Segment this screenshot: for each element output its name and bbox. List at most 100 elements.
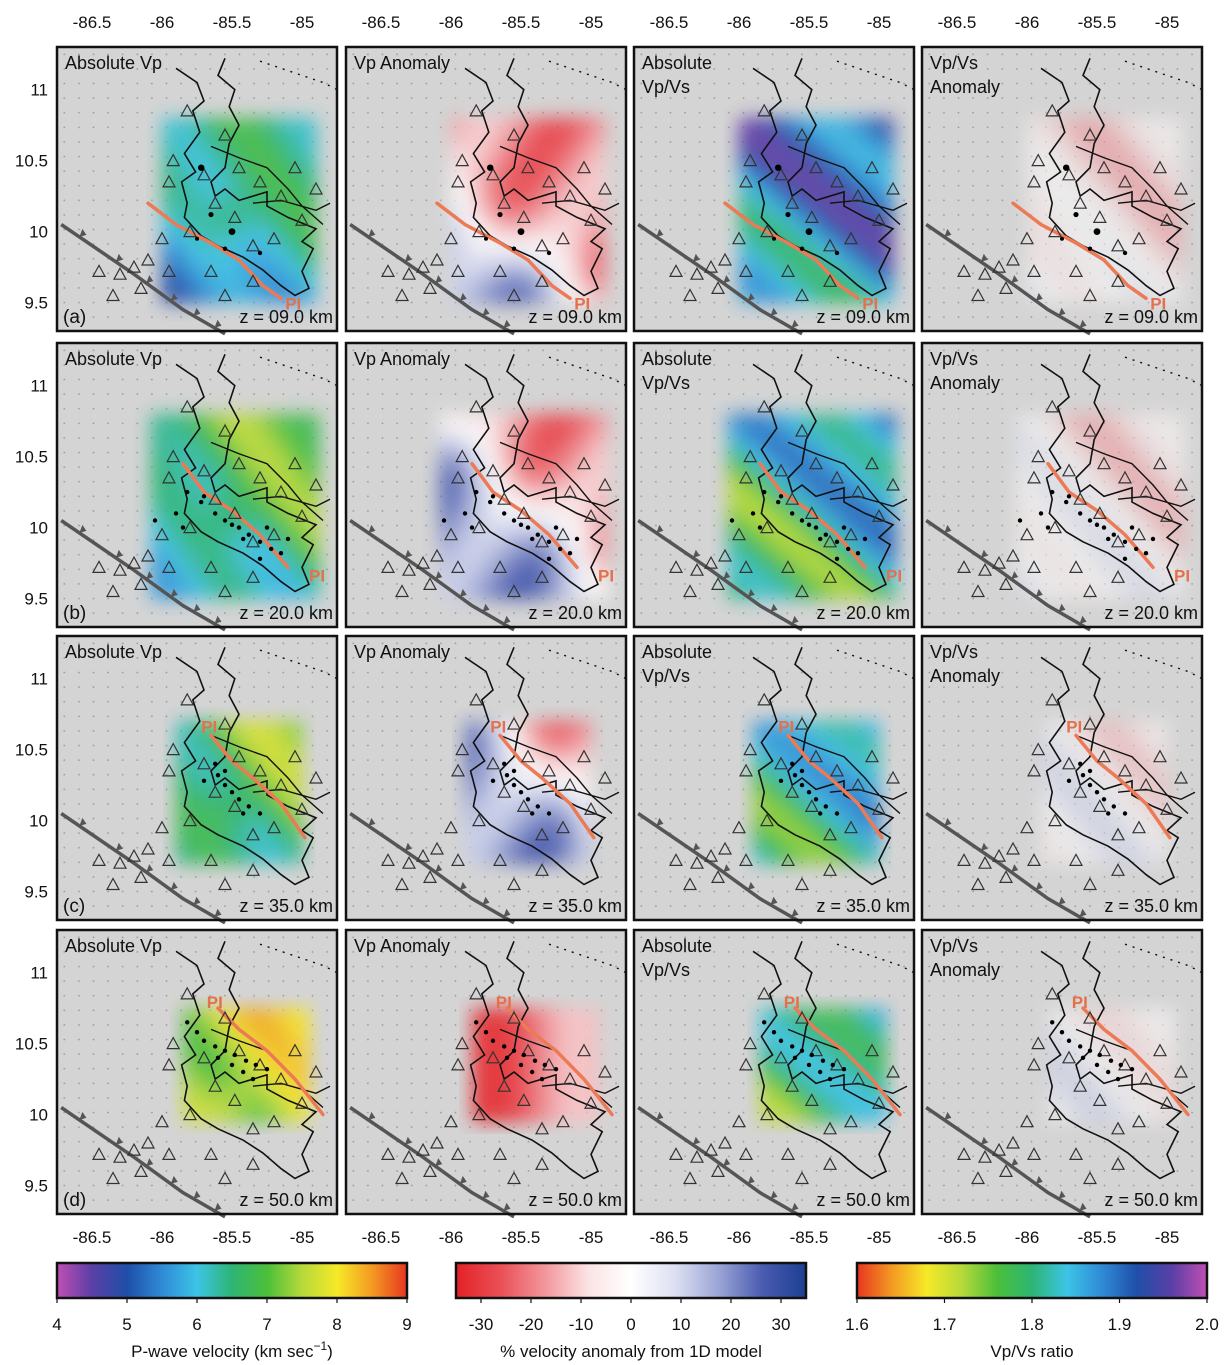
field-cell	[1097, 288, 1112, 304]
field-cell	[767, 735, 782, 751]
field-cell	[1071, 527, 1087, 543]
field-cell	[727, 414, 743, 429]
field-cell	[851, 245, 866, 261]
earthquake-dot	[1038, 511, 1044, 516]
field-cell	[183, 1093, 198, 1109]
field-cell	[1015, 456, 1031, 472]
station-marker	[217, 584, 233, 598]
fault-line	[181, 461, 290, 570]
station-marker	[516, 1093, 531, 1106]
station-marker	[871, 212, 887, 226]
field-cell	[528, 1107, 543, 1123]
station-marker	[294, 801, 310, 815]
field-cell	[839, 428, 855, 443]
field-cell	[741, 414, 757, 429]
station-marker	[1026, 560, 1042, 573]
field-cell	[1015, 513, 1031, 529]
x-tick-label: -86	[727, 1228, 752, 1247]
field-cell	[837, 203, 852, 218]
earthquake-dot	[257, 250, 263, 256]
field-cell	[302, 231, 317, 247]
field-cell	[288, 146, 303, 162]
field-cell	[865, 174, 880, 190]
earthquake-dot	[278, 550, 284, 556]
station-marker	[154, 527, 170, 541]
field-cell	[479, 189, 494, 204]
earthquake-dot	[264, 525, 270, 530]
field-cell	[239, 1093, 254, 1109]
station-marker	[506, 1171, 522, 1185]
field-cell	[769, 499, 785, 514]
field-cell	[879, 146, 894, 162]
earthquake-dot	[250, 1076, 256, 1082]
field-cell	[542, 1093, 557, 1109]
station-marker	[105, 584, 121, 598]
field-cell	[767, 203, 782, 218]
station-marker	[1026, 1057, 1042, 1071]
field-cell	[739, 274, 754, 289]
field-cell	[1027, 231, 1042, 247]
trench-tooth	[770, 1190, 778, 1199]
field-cell	[837, 231, 852, 247]
field-cell	[851, 132, 866, 147]
field-cell	[451, 174, 466, 190]
colorbar-tick-label: 6	[192, 1315, 201, 1334]
field-cell	[183, 1064, 198, 1080]
y-tick-label: 9.5	[24, 590, 48, 609]
field-cell	[1062, 1093, 1077, 1109]
field-cell	[451, 118, 466, 133]
row-label: (d)	[63, 1190, 86, 1211]
field-cell	[190, 778, 205, 793]
station-marker	[506, 877, 522, 891]
earthquake-dot	[198, 164, 205, 171]
field-cell	[260, 849, 275, 864]
field-cell	[150, 456, 166, 472]
field-cell	[535, 203, 550, 218]
x-tick-label: -86.5	[938, 13, 977, 32]
field-cell	[535, 118, 550, 133]
field-cell	[1104, 1107, 1119, 1123]
field-cell	[584, 1107, 599, 1123]
field-cell	[767, 260, 782, 275]
station-marker	[294, 508, 310, 522]
field-cell	[150, 428, 166, 443]
earthquake-dot	[1111, 804, 1116, 809]
field-cell	[465, 721, 480, 736]
field-cell	[302, 132, 317, 147]
field-cell	[197, 1050, 212, 1066]
field-cell	[1167, 174, 1182, 190]
trench-tooth	[79, 817, 87, 826]
field-cell	[232, 820, 247, 836]
station-marker	[1005, 252, 1021, 266]
field-cell	[507, 260, 522, 275]
field-cell	[579, 527, 595, 543]
field-cell	[1043, 570, 1059, 585]
field-cell	[551, 513, 567, 529]
field-cell	[1043, 513, 1059, 529]
field-cell	[839, 470, 855, 486]
field-cell	[1041, 203, 1056, 218]
field-cell	[797, 470, 813, 486]
station-marker	[227, 799, 242, 812]
field-cell	[260, 834, 275, 850]
station-marker	[516, 799, 531, 812]
station-marker	[1159, 212, 1175, 226]
earthquake-dot	[229, 790, 235, 795]
field-cell	[535, 231, 550, 247]
field-cell	[1141, 414, 1157, 429]
trench-tooth	[944, 817, 952, 826]
earthquake-dot	[567, 550, 573, 556]
field-cell	[150, 442, 166, 458]
field-cell	[781, 820, 796, 836]
field-cell	[206, 584, 222, 600]
field-cell	[1139, 735, 1154, 751]
field-cell	[1048, 1008, 1063, 1023]
x-tick-label: -85	[867, 13, 892, 32]
station-marker	[422, 281, 438, 294]
earthquake-dot	[862, 536, 868, 542]
field-cell	[1153, 834, 1168, 850]
field-cell	[1015, 499, 1031, 514]
field-cell	[495, 527, 511, 543]
field-cell	[535, 849, 550, 864]
